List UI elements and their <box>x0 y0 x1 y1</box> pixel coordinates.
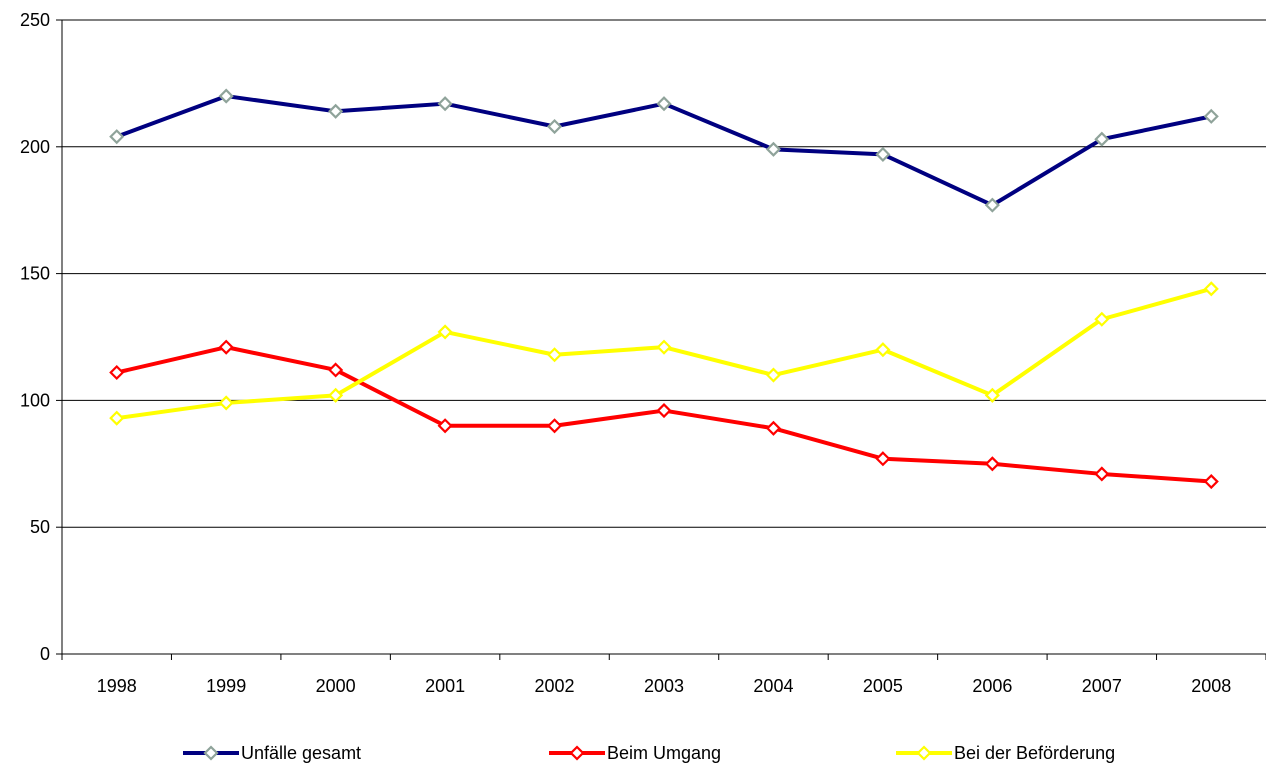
data-point-marker <box>1203 281 1219 297</box>
data-point-marker <box>1094 311 1110 327</box>
series-line <box>114 94 1214 208</box>
x-tick-label: 2004 <box>753 676 793 696</box>
data-point-marker <box>546 418 563 434</box>
x-tick-label: 2006 <box>972 676 1012 696</box>
data-point-marker <box>109 364 125 381</box>
data-point-marker <box>109 129 125 145</box>
x-tick-label: 2000 <box>316 676 356 696</box>
x-tick-label: 2001 <box>425 676 465 696</box>
data-point-marker <box>218 339 234 355</box>
x-tick-label: 1998 <box>97 676 137 696</box>
data-point-marker <box>1203 473 1219 490</box>
x-tick-label: 2002 <box>535 676 575 696</box>
data-point-marker <box>984 387 1000 403</box>
x-tick-label: 2005 <box>863 676 903 696</box>
y-tick-label: 250 <box>20 10 50 30</box>
legend-swatch-marker <box>916 745 932 761</box>
data-point-marker <box>546 118 563 135</box>
legend-swatch-marker <box>569 745 585 761</box>
y-tick-label: 50 <box>30 517 50 537</box>
data-point-marker <box>656 402 672 419</box>
x-tick-label: 1999 <box>206 676 246 696</box>
y-tick-label: 150 <box>20 264 50 284</box>
x-tick-label: 2003 <box>644 676 684 696</box>
legend-label: Beim Umgang <box>607 743 721 763</box>
data-point-marker <box>546 347 563 363</box>
legend-swatch-marker <box>203 745 219 761</box>
y-tick-label: 200 <box>20 137 50 157</box>
data-point-marker <box>437 324 453 340</box>
data-point-marker <box>218 395 234 411</box>
data-point-marker <box>218 88 234 104</box>
data-point-marker <box>765 367 782 383</box>
data-point-marker <box>875 451 891 467</box>
x-tick-label: 2008 <box>1191 676 1231 696</box>
data-point-marker <box>984 197 1000 213</box>
series-0 <box>109 88 1219 213</box>
data-point-marker <box>437 96 453 112</box>
x-axis-ticks: 1998 1999 2000 2001 2002 2003 2004 2005 2006 2007… <box>61 654 1266 696</box>
data-point-marker <box>328 362 344 378</box>
legend-item: Beim Umgang <box>549 743 721 763</box>
y-axis-ticks: 0 50 100 150 200 250 <box>20 10 62 664</box>
legend: Unfälle gesamt Beim Umgang Bei der Beförde… <box>183 743 1115 763</box>
data-point-marker <box>875 342 891 358</box>
data-point-marker <box>328 387 344 403</box>
y-tick-label: 100 <box>20 390 50 410</box>
data-point-marker <box>109 410 125 426</box>
data-point-marker <box>328 103 344 119</box>
legend-label: Bei der Beförderung <box>954 743 1115 763</box>
series-2 <box>109 281 1219 426</box>
legend-label: Unfälle gesamt <box>241 743 361 763</box>
series-1 <box>109 339 1219 490</box>
data-point-marker <box>765 141 782 157</box>
data-point-marker <box>1094 131 1110 147</box>
axes <box>61 20 1266 655</box>
data-point-marker <box>656 339 672 355</box>
data-point-marker <box>656 96 672 112</box>
data-point-marker <box>1094 466 1110 482</box>
data-point-marker <box>1203 108 1219 124</box>
series-layer <box>109 88 1219 490</box>
data-point-marker <box>984 456 1000 472</box>
data-point-marker <box>437 418 453 434</box>
gridlines <box>62 19 1266 528</box>
data-point-marker <box>765 420 782 436</box>
x-tick-label: 2007 <box>1082 676 1122 696</box>
legend-item: Bei der Beförderung <box>896 743 1115 763</box>
data-point-marker <box>875 146 891 162</box>
legend-item: Unfälle gesamt <box>183 743 361 763</box>
y-tick-label: 0 <box>40 644 50 664</box>
